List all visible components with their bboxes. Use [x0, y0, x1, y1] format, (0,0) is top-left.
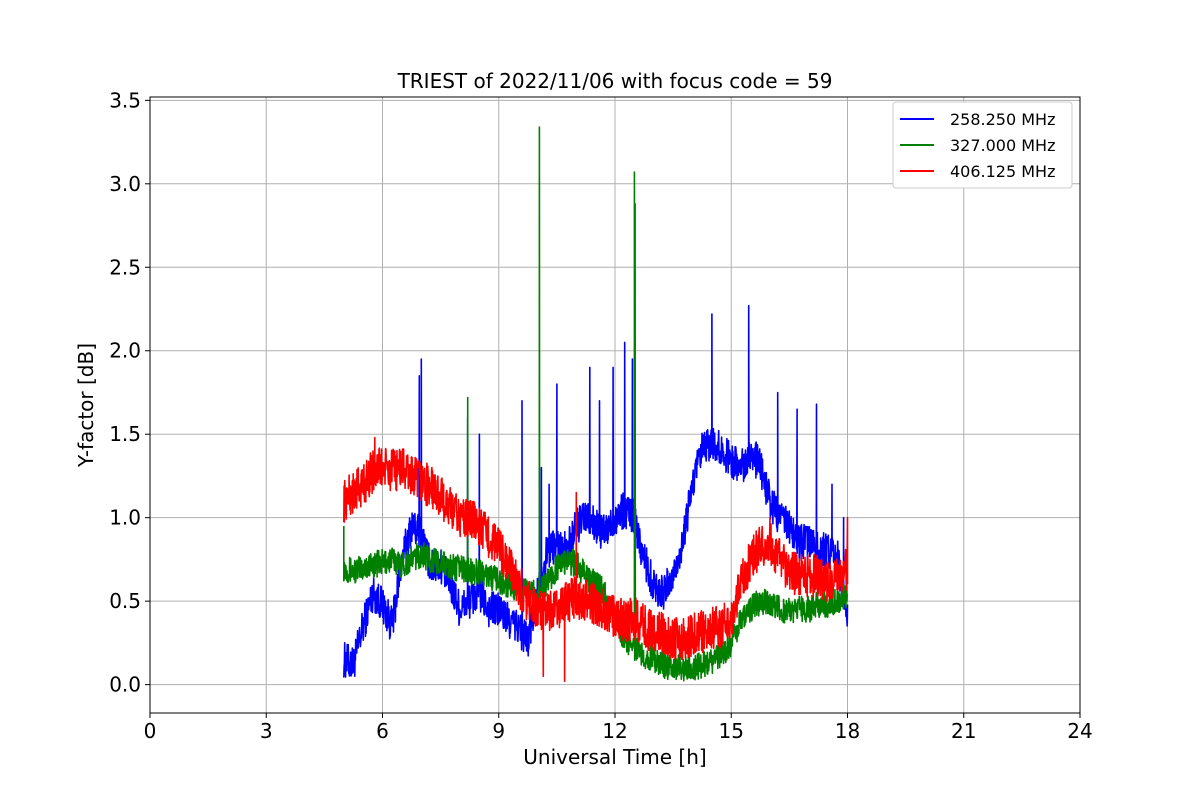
series-line-406-125-mhz — [343, 436, 849, 683]
legend-entry-406-125-mhz: 406.125 MHz — [900, 162, 1055, 181]
legend-box — [892, 101, 1073, 189]
y-axis-label: Y-factor [dB] — [74, 343, 98, 468]
series-line-258-250-mhz — [343, 304, 849, 678]
y-tick-label: 1.5 — [109, 422, 141, 446]
grid-lines — [149, 97, 1081, 713]
y-tick-label: 0.0 — [109, 673, 141, 697]
legend: 258.250 MHz 327.000 MHz 406.125 MHz — [892, 101, 1073, 189]
chart-title: TRIEST of 2022/11/06 with focus code = 5… — [397, 69, 833, 93]
y-tick-label: 3.0 — [109, 172, 141, 196]
x-tick-label: 24 — [1067, 719, 1092, 743]
plot-lines — [343, 126, 849, 683]
y-tick-label: 0.5 — [109, 589, 141, 613]
x-tick-label: 0 — [144, 719, 157, 743]
x-axis-label: Universal Time [h] — [523, 745, 706, 769]
x-tick-label: 9 — [492, 719, 505, 743]
y-tick-label: 2.0 — [109, 339, 141, 363]
legend-label: 258.250 MHz — [950, 110, 1055, 129]
x-tick-label: 6 — [376, 719, 389, 743]
axis-ticks: 0 3 6 9 12 15 18 21 24 0.0 0.5 1.0 1.5 2.0 2.5 3.0 3.5 — [109, 88, 1093, 743]
legend-entry-327-000-mhz: 327.000 MHz — [900, 136, 1055, 155]
x-tick-label: 12 — [602, 719, 627, 743]
series-line-327-000-mhz — [343, 126, 849, 682]
legend-label: 327.000 MHz — [950, 136, 1055, 155]
x-tick-label: 21 — [951, 719, 976, 743]
y-tick-label: 1.0 — [109, 506, 141, 530]
y-tick-label: 3.5 — [109, 88, 141, 112]
y-tick-label: 2.5 — [109, 255, 141, 279]
x-tick-label: 15 — [719, 719, 744, 743]
legend-label: 406.125 MHz — [950, 162, 1055, 181]
x-tick-label: 18 — [835, 719, 860, 743]
legend-entry-258-250-mhz: 258.250 MHz — [900, 110, 1055, 129]
x-tick-label: 3 — [260, 719, 273, 743]
